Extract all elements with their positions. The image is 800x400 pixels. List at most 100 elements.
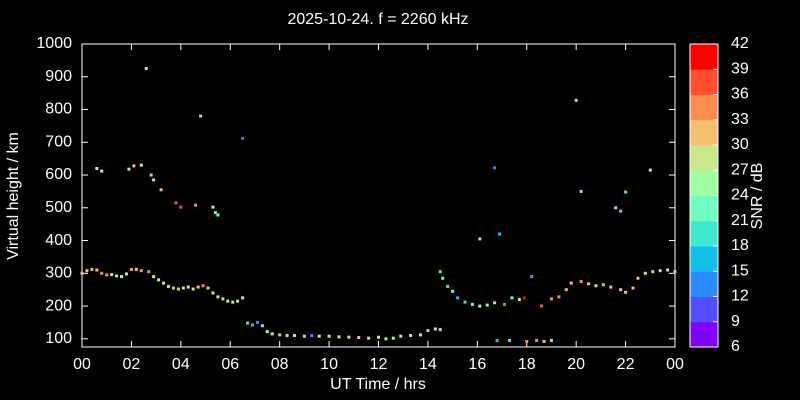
data-point [241,136,245,140]
data-point [206,286,210,290]
data-point [535,338,539,342]
x-tick-label: 08 [271,356,289,373]
y-tick-label: 1000 [36,35,72,52]
data-point [426,329,430,333]
data-point [152,275,156,279]
y-tick-label: 600 [45,166,72,183]
data-point [100,271,104,275]
data-point [391,336,395,340]
data-point [609,285,613,289]
x-tick-label: 18 [518,356,536,373]
data-point [564,288,568,292]
colorbar-tick-label: 30 [731,136,749,153]
colorbar-bin [690,271,718,297]
data-point [186,285,190,289]
colorbar-tick-label: 6 [731,338,740,355]
colorbar-bin [690,220,718,247]
data-point [147,270,151,274]
data-point [129,267,133,271]
data-point [463,300,467,304]
data-point [636,276,640,280]
y-tick-label: 800 [45,101,72,118]
colorbar-bin [690,69,718,95]
data-point [139,269,143,273]
colorbar-bin [690,321,718,348]
data-point [438,270,442,274]
x-tick-label: 22 [617,356,635,373]
colorbar-bin [690,44,718,70]
data-point [127,167,131,171]
x-tick-label: 04 [172,356,190,373]
data-point [174,201,178,205]
data-point [384,337,388,341]
x-tick-label: 20 [567,356,585,373]
data-point [631,286,635,290]
data-point [579,189,583,193]
data-point [302,334,306,338]
data-point [510,296,514,300]
data-point [409,334,413,338]
data-point [619,288,623,292]
data-point [132,164,136,168]
data-point [525,339,529,343]
data-point [485,303,489,307]
data-point [441,276,445,280]
colorbar-tick-label: 12 [731,288,749,305]
data-point [619,209,623,213]
data-point [191,287,195,291]
colorbar-bin [690,296,718,323]
data-point [110,273,114,277]
data-point [115,274,119,278]
data-point [337,335,341,339]
data-point [211,291,215,295]
colorbar-title: SNR / dB [749,163,766,230]
data-point [221,297,225,301]
colorbar-bin [690,246,718,272]
data-point [579,279,583,283]
data-point [100,169,104,173]
data-point [236,299,240,303]
data-point [493,301,497,305]
data-point [522,296,526,300]
data-point [399,334,403,338]
data-point [542,339,546,343]
data-point [201,284,205,288]
data-point [241,296,245,300]
colorbar-bin [690,170,718,196]
data-point [149,173,153,177]
data-point [194,203,198,207]
colorbar-tick-label: 33 [731,111,749,128]
data-point [419,333,423,337]
colorbar-tick-label: 18 [731,237,749,254]
colorbar-tick-label: 39 [731,60,749,77]
data-point [569,281,573,285]
data-point [651,270,655,274]
y-tick-label: 900 [45,68,72,85]
data-point [540,304,544,308]
colorbar-tick-label: 42 [731,35,749,52]
data-point [310,334,314,338]
x-tick-label: 14 [419,356,437,373]
data-point [80,271,84,275]
x-tick-label: 00 [73,356,91,373]
data-point [166,284,170,288]
data-point [549,297,553,301]
colorbar-tick-label: 27 [731,161,749,178]
x-tick-label: 10 [320,356,338,373]
data-point [327,334,331,338]
colorbar-tick-label: 9 [731,313,740,330]
data-point [292,334,296,338]
data-point [648,168,652,172]
data-point [438,328,442,332]
data-point [216,213,220,217]
data-point [181,286,185,290]
x-tick-label: 12 [370,356,388,373]
data-point [495,338,499,342]
data-point [377,335,380,339]
colorbar-bin [690,94,718,121]
data-point [594,284,598,288]
data-point [105,273,109,277]
data-point [159,188,163,192]
data-point [433,327,437,331]
